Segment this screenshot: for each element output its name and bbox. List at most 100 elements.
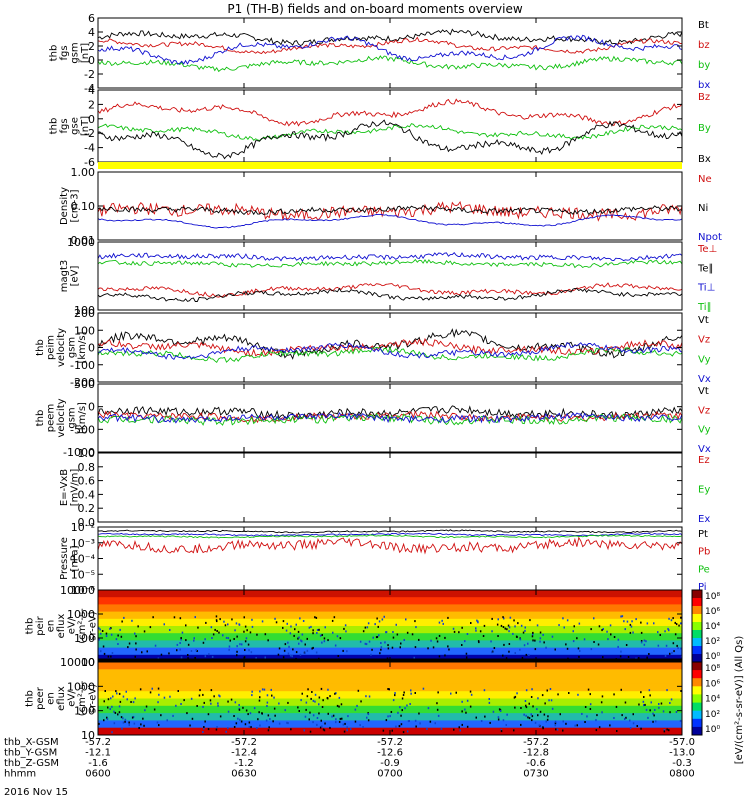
- spectrogram-pixel: [103, 700, 105, 703]
- spectrogram-pixel: [180, 638, 182, 641]
- spectrogram-pixel: [117, 643, 119, 645]
- colorbar-tick-label: 10⁸: [705, 592, 720, 602]
- spectrogram-band: [98, 618, 682, 627]
- spectrogram-pixel: [491, 651, 493, 654]
- colorbar-segment: [692, 686, 702, 695]
- spectrogram-pixel: [625, 716, 627, 719]
- orbit-value: 0730: [523, 769, 548, 780]
- spectrogram-pixel: [334, 692, 336, 695]
- spectrogram-pixel: [435, 637, 438, 640]
- spectrogram-pixel: [514, 706, 516, 709]
- spectrogram-pixel: [437, 714, 440, 717]
- spectrogram-pixel: [295, 623, 297, 626]
- spectrogram-pixel: [202, 641, 205, 644]
- spectrogram-pixel: [207, 728, 210, 731]
- spectrogram-pixel: [295, 651, 298, 654]
- spectrogram-pixel: [193, 639, 195, 642]
- spectrogram-pixel: [107, 706, 109, 709]
- spectrogram-pixel: [508, 630, 510, 633]
- spectrogram-pixel: [499, 710, 502, 712]
- spectrogram-pixel: [532, 631, 534, 634]
- spectrogram-band: [98, 611, 682, 620]
- spectrogram-pixel: [338, 696, 341, 699]
- spectrogram-pixel: [444, 654, 446, 657]
- spectrogram-pixel: [251, 690, 253, 693]
- spectrogram-pixel: [657, 631, 659, 634]
- spectrogram-pixel: [679, 719, 682, 722]
- spectrogram-pixel: [563, 626, 565, 629]
- spectrogram-pixel: [414, 620, 416, 623]
- spectrogram-pixel: [175, 704, 177, 707]
- spectrogram-pixel: [247, 643, 250, 646]
- spectrogram-pixel: [509, 616, 512, 619]
- spectrogram-pixel: [502, 626, 505, 628]
- y-tick-label: 4: [88, 84, 95, 97]
- spectrogram-pixel: [365, 695, 367, 698]
- spectrogram-pixel: [537, 697, 539, 700]
- spectrogram-pixel: [664, 654, 667, 657]
- spectrogram-pixel: [130, 701, 132, 703]
- spectrogram-pixel: [497, 635, 499, 637]
- spectrogram-pixel: [227, 727, 229, 730]
- y-axis-label-line: [nT]: [80, 43, 91, 63]
- spectrogram-pixel: [461, 626, 463, 629]
- spectrogram-pixel: [297, 637, 299, 640]
- spectrogram-pixel: [616, 730, 618, 732]
- spectrogram-pixel: [387, 715, 389, 718]
- spectrogram-pixel: [191, 717, 194, 720]
- spectrogram-pixel: [235, 722, 238, 725]
- spectrogram-pixel: [447, 616, 449, 619]
- spectrogram-band: [98, 640, 682, 649]
- spectrogram-pixel: [450, 692, 452, 695]
- spectrogram-pixel: [597, 643, 600, 646]
- spectrogram-pixel: [545, 720, 547, 723]
- spectrogram-pixel: [180, 637, 182, 639]
- spectrogram-pixel: [236, 650, 238, 653]
- spectrogram-pixel: [376, 617, 378, 620]
- spectrogram-pixel: [242, 706, 244, 709]
- spectrogram-pixel: [259, 690, 261, 693]
- spectrogram-pixel: [207, 713, 210, 716]
- spectrogram-pixel: [666, 728, 668, 731]
- series-line-green: [97, 258, 683, 269]
- spectrogram-pixel: [304, 652, 306, 655]
- spectrogram-pixel: [404, 707, 406, 710]
- y-axis-label-line: peir: [35, 615, 46, 635]
- colorbar-segment: [692, 662, 702, 671]
- spectrogram-pixel: [215, 615, 218, 618]
- spectrogram-pixel: [264, 633, 267, 636]
- spectrogram-pixel: [255, 657, 257, 660]
- spectrogram-pixel: [478, 641, 480, 644]
- spectrogram-pixel: [282, 620, 285, 623]
- spectrogram-pixel: [555, 728, 557, 731]
- spectrogram-pixel: [243, 630, 245, 633]
- spectrogram-pixel: [338, 720, 341, 723]
- spectrogram-pixel: [658, 706, 660, 709]
- spectrogram-pixel: [107, 698, 110, 701]
- spectrogram-pixel: [401, 697, 404, 700]
- spectrogram-pixel: [233, 638, 235, 640]
- legend-bz: bz: [698, 40, 710, 51]
- spectrogram-pixel: [163, 623, 165, 626]
- colorbar-segment: [692, 694, 702, 703]
- spectrogram-pixel: [289, 632, 292, 635]
- spectrogram-pixel: [228, 648, 230, 651]
- spectrogram-pixel: [645, 708, 648, 711]
- spectrogram-pixel: [620, 615, 622, 618]
- spectrogram-pixel: [214, 628, 216, 631]
- spectrogram-pixel: [671, 651, 673, 654]
- spectrogram-pixel: [289, 654, 292, 657]
- spectrogram-pixel: [244, 625, 247, 628]
- spectrogram-pixel: [287, 641, 289, 644]
- y-axis-label-line: thb: [25, 618, 36, 635]
- spectrogram-pixel: [195, 649, 197, 652]
- spectrogram-pixel: [287, 701, 289, 704]
- spectrogram-pixel: [300, 639, 302, 642]
- spectrogram-pixel: [461, 723, 463, 726]
- spectrogram-pixel: [625, 644, 628, 646]
- spectrogram-pixel: [128, 642, 131, 645]
- spectrogram-pixel: [565, 722, 567, 725]
- legend-Pt: Pt: [698, 529, 708, 540]
- spectrogram-pixel: [523, 644, 526, 647]
